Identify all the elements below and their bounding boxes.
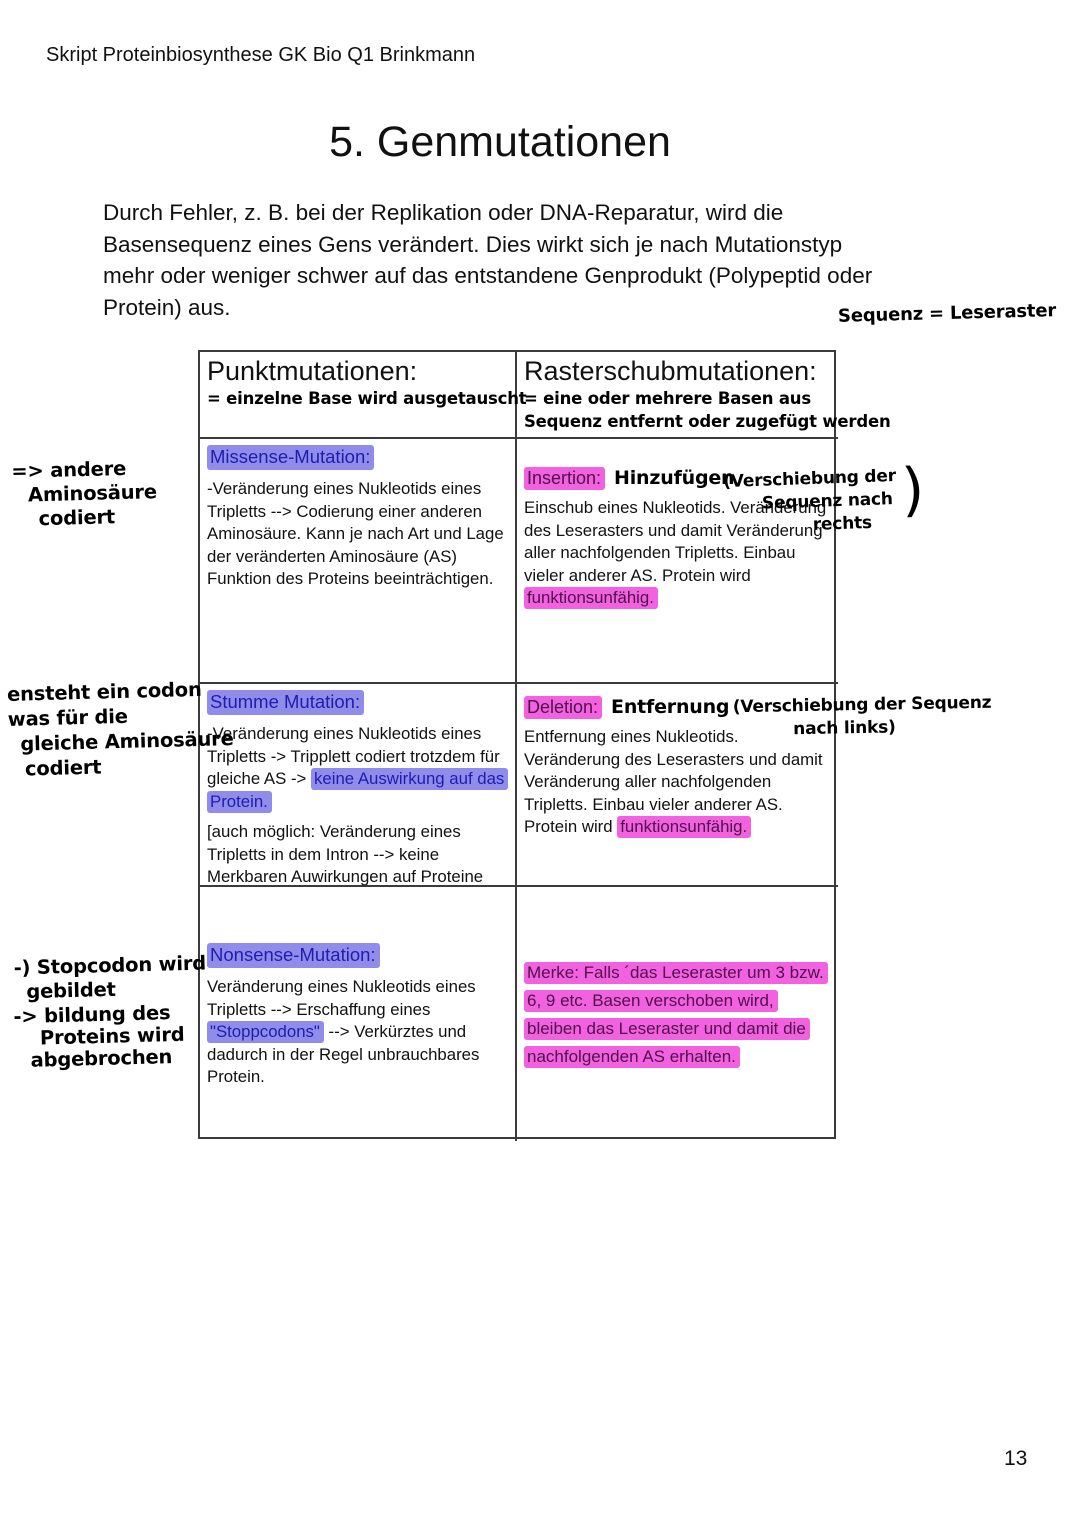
handwritten-hinzufuegen: Hinzufügen: [614, 467, 735, 489]
handwritten-definition-punktmutation: = einzelne Base wird ausgetauscht: [207, 389, 527, 408]
merke-highlighted: Merke: Falls ´das Leseraster um 3 bzw. 6…: [524, 962, 828, 1068]
margin-note-line: codiert: [38, 505, 116, 531]
deletion-note-line: nach links): [793, 717, 896, 740]
handwritten-note-sequenz-leseraster: Sequenz = Leseraster: [837, 300, 1057, 327]
document-header: Skript Proteinbiosynthese GK Bio Q1 Brin…: [46, 44, 476, 66]
merke-body-text: Merke: Falls ´das Leseraster um 3 bzw. 6…: [524, 959, 830, 1071]
cell-insertion: Insertion: Hinzufügen Einschub eines Nukl…: [517, 439, 838, 684]
deletion-note-line: (Verschiebung der Sequenz: [732, 692, 992, 718]
cell-stumme-mutation: Stumme Mutation: -Veränderung eines Nukl…: [200, 684, 517, 887]
cell-nonsense-mutation: Nonsense-Mutation: Veränderung eines Nuk…: [200, 887, 517, 1141]
column-title-rasterschubmutationen: Rasterschubmutationen:: [524, 356, 817, 386]
handwritten-definition-rasterschub-line2: Sequenz entfernt oder zugefügt werden: [524, 412, 891, 431]
mutations-table: Punktmutationen: = einzelne Base wird au…: [198, 350, 891, 1141]
intro-line: Durch Fehler, z. B. bei der Replikation …: [103, 200, 784, 225]
deletion-body-pre: Entfernung eines Nukleotids. Veränderung…: [524, 727, 823, 836]
margin-note-ensteht-codon: ensteht ein codon was für die gleiche Am…: [7, 676, 235, 782]
intro-line: Protein) aus.: [103, 294, 231, 320]
handwritten-note-verschiebung-rechts: (Verschiebung der Sequenz nach rechts ): [723, 455, 925, 540]
deletion-body-text: Entfernung eines Nukleotids. Veränderung…: [524, 726, 830, 839]
insertion-note-line: rechts: [812, 512, 873, 535]
handwritten-definition-rasterschub-line1: = eine oder mehrere Basen aus: [524, 389, 811, 408]
nonsense-title-highlighted: Nonsense-Mutation:: [207, 943, 380, 968]
deletion-label-highlighted: Deletion:: [524, 696, 603, 719]
stumme-body-pre: -Veränderung eines Nukleotids eines Trip…: [207, 724, 500, 788]
stumme-title-highlighted: Stumme Mutation:: [207, 690, 365, 715]
page-number: 13: [1004, 1447, 1028, 1470]
table-header-rasterschubmutationen: Rasterschubmutationen: = eine oder mehre…: [517, 352, 891, 439]
margin-note-line: abgebrochen: [30, 1045, 173, 1072]
cell-missense-mutation: Missense-Mutation: -Veränderung eines Nu…: [200, 439, 517, 684]
insertion-label-highlighted: Insertion:: [524, 467, 606, 490]
missense-body-text: -Veränderung eines Nukleotids eines Trip…: [207, 479, 504, 588]
nonsense-body-text: Veränderung eines Nukleotids eines Tripl…: [207, 976, 507, 1089]
cell-deletion: Deletion: Entfernung Entfernung eines Nuk…: [517, 684, 838, 887]
margin-note-bildung-abgebrochen: -> bildung des Proteins wird abgebrochen: [13, 1001, 185, 1072]
deletion-label-line: Deletion: Entfernung: [524, 696, 830, 719]
intro-paragraph: Durch Fehler, z. B. bei der Replikation …: [103, 197, 872, 323]
missense-title-highlighted: Missense-Mutation:: [207, 445, 375, 470]
nonsense-body-post: --> Verkürztes und dadurch in der Regel …: [207, 1022, 480, 1086]
margin-note-line: gebildet: [26, 977, 117, 1004]
closing-paren-glyph: ): [900, 455, 926, 524]
cell-merke: Merke: Falls ´das Leseraster um 3 bzw. 6…: [517, 887, 838, 1141]
column-title-punktmutationen: Punktmutationen:: [207, 356, 418, 386]
nonsense-stoppcodon-highlighted: "Stoppcodons": [207, 1021, 324, 1043]
margin-note-line: -) Stopcodon wird: [13, 951, 207, 980]
intro-line: Basensequenz eines Gens verändert. Dies …: [103, 231, 843, 257]
page-title: 5. Genmutationen: [329, 118, 671, 166]
stumme-body2-text: [auch möglich: Veränderung eines Triplet…: [207, 822, 484, 886]
handwritten-entfernung: Entfernung: [611, 696, 730, 718]
insertion-body-text: Einschub eines Nukleotids. Veränderung d…: [524, 497, 830, 610]
insertion-funktionsunfaehig-highlighted: funktionsunfähig.: [524, 587, 658, 609]
deletion-funktionsunfaehig-highlighted: funktionsunfähig.: [617, 816, 752, 838]
insertion-body-pre: Einschub eines Nukleotids. Veränderung d…: [524, 498, 827, 585]
nonsense-body-pre: Veränderung eines Nukleotids eines Tripl…: [207, 977, 476, 1019]
intro-line: mehr oder weniger schwer auf das entstan…: [103, 263, 873, 288]
stumme-body-text: -Veränderung eines Nukleotids eines Trip…: [207, 723, 509, 813]
handwritten-note-verschiebung-links: (Verschiebung der Sequenz nach links): [733, 692, 992, 743]
margin-note-line: Aminosäure: [27, 480, 158, 507]
margin-note-andere-aminosaeure: => andere Aminosäure codiert: [11, 456, 158, 532]
margin-note-stopcodon: -) Stopcodon wird gebildet: [13, 951, 207, 1004]
insertion-note-line: Sequenz nach: [761, 489, 894, 514]
insertion-label-line: Insertion: Hinzufügen: [524, 467, 830, 490]
table-header-punktmutationen: Punktmutationen: = einzelne Base wird au…: [200, 352, 527, 439]
